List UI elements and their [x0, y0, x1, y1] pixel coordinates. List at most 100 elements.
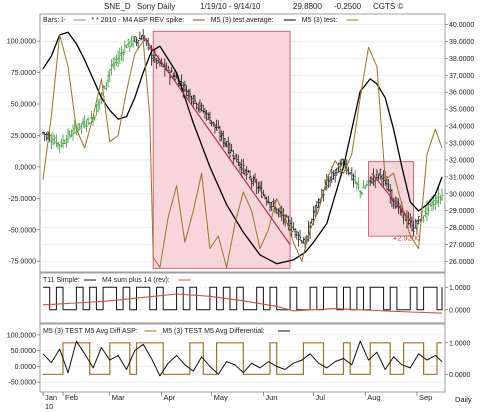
- indicator2-frame: [39, 323, 446, 393]
- price-bar: [138, 31, 142, 40]
- price-bar: [233, 155, 237, 160]
- price-bar: [367, 180, 370, 187]
- price-bar: [96, 99, 100, 112]
- price-bar: [440, 188, 444, 202]
- right-tick-label: 40.0000: [449, 22, 474, 29]
- price-bar: [113, 56, 116, 71]
- price-bar: [190, 95, 193, 105]
- price-bar: [63, 139, 66, 144]
- left-tick-label: 100.0000: [7, 39, 36, 46]
- price-bar: [285, 214, 288, 218]
- price-bar: [56, 141, 60, 150]
- price-bar: [223, 138, 227, 148]
- price-bar: [230, 144, 233, 152]
- price-bar: [227, 136, 230, 155]
- price-bar: [350, 167, 354, 181]
- price-bar: [95, 103, 98, 116]
- indicator1-right-axis: 1.0000 0.0000: [445, 285, 471, 314]
- series-name-label: Sony Daily: [137, 2, 175, 11]
- price-bar: [275, 208, 278, 215]
- price-bar: [80, 123, 83, 134]
- price-bar: [377, 173, 380, 181]
- price-bar: [268, 202, 272, 212]
- left-tick-label: 0.0000: [15, 164, 37, 171]
- price-bar: [317, 198, 320, 209]
- price-bar: [270, 201, 273, 211]
- price-bar: [380, 174, 384, 185]
- indicator1-right-tick-label: 0.0000: [449, 307, 471, 314]
- price-bar: [88, 122, 91, 125]
- x-tick-label-apr: Apr: [164, 393, 176, 402]
- price-bar: [288, 219, 292, 231]
- price-bar: [352, 173, 355, 188]
- series-line-avg: [42, 31, 443, 265]
- price-bar: [293, 228, 297, 238]
- price-bar: [61, 134, 65, 149]
- price-bar: [360, 191, 364, 196]
- price-bar: [208, 111, 212, 124]
- last-price-label: 29.8800: [293, 2, 322, 11]
- price-bar: [242, 158, 245, 174]
- price-bar: [292, 222, 295, 231]
- price-bar: [417, 215, 420, 225]
- indicator2-legend: M5 (3) TEST M5 Avg Diff ASP: M5 (3) TEST …: [43, 328, 290, 335]
- price-bar: [382, 170, 385, 188]
- right-tick-label: 36.0000: [449, 90, 474, 97]
- price-bar: [257, 181, 260, 194]
- price-bar: [240, 159, 243, 178]
- price-bar: [220, 130, 223, 142]
- price-bar: [338, 159, 342, 174]
- price-bar: [315, 201, 318, 215]
- price-bar: [260, 180, 263, 198]
- legend-diff: M5 (3) TEST M5 Avg Differential:: [162, 328, 264, 335]
- price-bar: [332, 170, 335, 181]
- indicator2-line-asp: [43, 342, 442, 375]
- price-bar: [250, 177, 253, 189]
- right-tick-label: 38.0000: [449, 56, 474, 63]
- price-bar: [115, 54, 118, 66]
- indicator1-panel: 1.0000 0.0000 T11 Simple: M4 sum plus 14 (…: [39, 272, 471, 324]
- x-tick-label-aug: Aug: [367, 393, 380, 402]
- price-bar: [222, 130, 225, 148]
- price-bar: [238, 161, 242, 172]
- price-bar: [355, 181, 359, 191]
- price-bar: [218, 125, 222, 142]
- price-bar: [151, 53, 155, 62]
- right-tick-label: 39.0000: [449, 39, 474, 46]
- price-bar: [185, 85, 188, 97]
- annotation-label: +2.9200: [393, 234, 420, 243]
- indicator1-frame: [39, 272, 446, 324]
- price-bar: [83, 114, 86, 129]
- price-change-label: -0.2500: [334, 2, 362, 11]
- price-bar: [126, 38, 130, 48]
- price-bar: [333, 169, 337, 183]
- price-bar: [81, 117, 85, 128]
- right-tick-label: 32.0000: [449, 157, 474, 164]
- x-tick-label-jan: Jan: [45, 393, 57, 402]
- left-tick-label: -25.0000: [8, 196, 36, 203]
- price-bar: [280, 205, 283, 222]
- price-bar: [295, 230, 298, 240]
- price-bar: [262, 189, 265, 196]
- price-bar: [78, 123, 81, 131]
- price-bar: [203, 108, 207, 119]
- symbol-label: SNE_D: [104, 2, 131, 11]
- left-tick-label: -75.0000: [8, 259, 36, 266]
- price-bar: [70, 129, 73, 138]
- price-bar: [120, 45, 123, 61]
- price-bar: [258, 181, 262, 192]
- price-bar: [252, 175, 255, 187]
- indicator1-legend: T11 Simple: M4 sum plus 14 (rev):: [43, 277, 191, 284]
- main-legend: Bars: I- * * 2010 - M4 ASP REV spike: M5 (…: [43, 17, 359, 24]
- right-tick-label: 34.0000: [449, 124, 474, 131]
- legend-avg: M5 (3) test average:: [211, 17, 274, 24]
- price-bar: [198, 99, 202, 113]
- indicator2-lines: [42, 340, 443, 377]
- price-bar: [133, 35, 137, 43]
- indicator1-line-m4sum: [42, 293, 443, 314]
- price-bar: [389, 184, 392, 204]
- legend-asp: M5 (3) TEST M5 Avg Diff ASP:: [43, 328, 138, 335]
- x-axis: Jan Feb Mar Apr May Jun Jul Aug Sep 10 Daily: [42, 392, 472, 411]
- price-bar: [170, 66, 173, 73]
- price-bar: [340, 158, 344, 167]
